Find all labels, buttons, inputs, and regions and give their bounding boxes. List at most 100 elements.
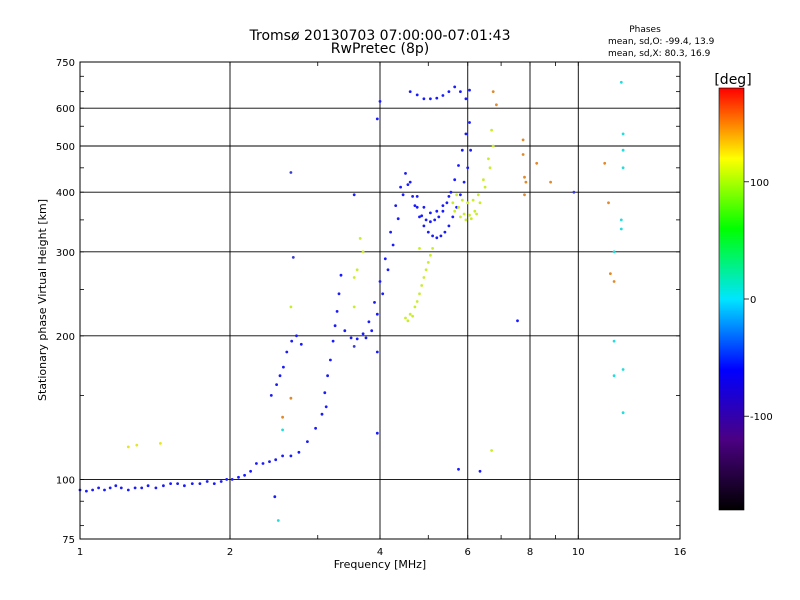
data-point	[488, 166, 492, 170]
data-point	[364, 336, 368, 340]
phase-stats-heading: Phases	[629, 25, 661, 35]
data-point	[447, 224, 451, 228]
x-tick-label: 2	[227, 547, 233, 558]
data-point	[289, 305, 293, 309]
data-point	[441, 94, 445, 97]
colorbar-tick-label: -100	[750, 412, 773, 423]
data-point	[361, 332, 365, 336]
data-point	[140, 486, 144, 490]
data-point	[119, 486, 123, 490]
data-point	[91, 488, 94, 492]
data-point	[422, 205, 426, 209]
data-point	[621, 411, 625, 415]
data-point	[439, 234, 443, 238]
data-point	[408, 312, 412, 316]
data-point	[383, 257, 387, 261]
chart-title: Tromsø 20130703 07:00:00-07:01:43	[249, 28, 511, 44]
y-axis-label: Stationary phase Virtual Height [km]	[36, 199, 49, 401]
data-point	[406, 183, 410, 187]
data-point	[198, 482, 202, 485]
data-point	[487, 157, 490, 161]
data-point	[289, 396, 293, 400]
data-point	[183, 484, 186, 488]
data-point	[475, 212, 478, 216]
data-point	[314, 426, 317, 430]
data-point	[609, 272, 612, 275]
data-point	[352, 193, 356, 197]
data-point	[619, 80, 623, 84]
data-point	[431, 247, 434, 250]
data-point	[459, 193, 462, 197]
data-point	[320, 412, 324, 416]
data-point	[469, 217, 473, 221]
data-point	[103, 488, 106, 492]
data-point	[126, 488, 130, 492]
data-point	[413, 305, 417, 309]
data-point	[429, 220, 432, 224]
x-axis-label: Frequency [MHz]	[334, 558, 426, 571]
data-point	[462, 212, 466, 216]
data-point	[476, 193, 480, 197]
data-point	[415, 205, 419, 209]
colorbar-ticks: 100 0 -100	[744, 178, 773, 423]
data-point	[478, 469, 482, 473]
data-point	[468, 88, 471, 92]
data-point	[243, 473, 247, 477]
data-point	[469, 148, 472, 152]
data-point	[401, 193, 405, 197]
data-point	[460, 148, 464, 152]
data-point	[449, 190, 453, 194]
data-point	[343, 329, 347, 333]
data-point	[429, 253, 432, 257]
data-point	[375, 117, 379, 121]
data-point	[516, 319, 519, 323]
data-point	[619, 227, 623, 231]
data-point	[281, 428, 284, 432]
data-point	[408, 90, 412, 93]
data-point	[355, 337, 359, 341]
colorbar-tick-label: 100	[750, 178, 769, 189]
data-point	[418, 215, 421, 219]
data-point	[483, 185, 487, 189]
data-point	[126, 445, 130, 449]
y-tick-label: 750	[56, 58, 75, 69]
data-point	[451, 215, 455, 219]
data-point	[466, 201, 470, 205]
data-point	[413, 204, 417, 208]
data-point	[361, 250, 365, 254]
data-point	[464, 218, 468, 222]
data-point	[411, 314, 414, 318]
data-point	[396, 217, 400, 221]
data-point	[386, 268, 390, 272]
data-point	[523, 193, 526, 197]
data-point	[424, 268, 428, 272]
data-point	[473, 209, 477, 213]
data-point	[429, 97, 432, 101]
data-point	[418, 292, 421, 296]
data-point	[612, 280, 616, 283]
data-point	[291, 256, 295, 259]
y-tick-label: 400	[56, 188, 75, 199]
data-point	[404, 316, 407, 320]
data-point	[435, 209, 439, 213]
data-point	[471, 198, 475, 202]
data-point	[114, 484, 118, 488]
data-point	[482, 178, 485, 182]
data-point	[490, 128, 493, 132]
data-point	[468, 213, 471, 217]
data-point	[378, 280, 382, 283]
data-point	[159, 442, 162, 445]
data-point	[457, 467, 460, 471]
data-point	[457, 205, 460, 209]
data-point	[433, 218, 437, 222]
data-point	[249, 469, 253, 473]
data-point	[491, 90, 495, 93]
data-point	[269, 394, 273, 397]
data-point	[411, 195, 414, 198]
data-point	[495, 103, 498, 107]
x-tick-label: 4	[377, 547, 383, 558]
data-point	[422, 97, 426, 101]
data-point	[455, 193, 458, 197]
data-point	[295, 334, 298, 338]
